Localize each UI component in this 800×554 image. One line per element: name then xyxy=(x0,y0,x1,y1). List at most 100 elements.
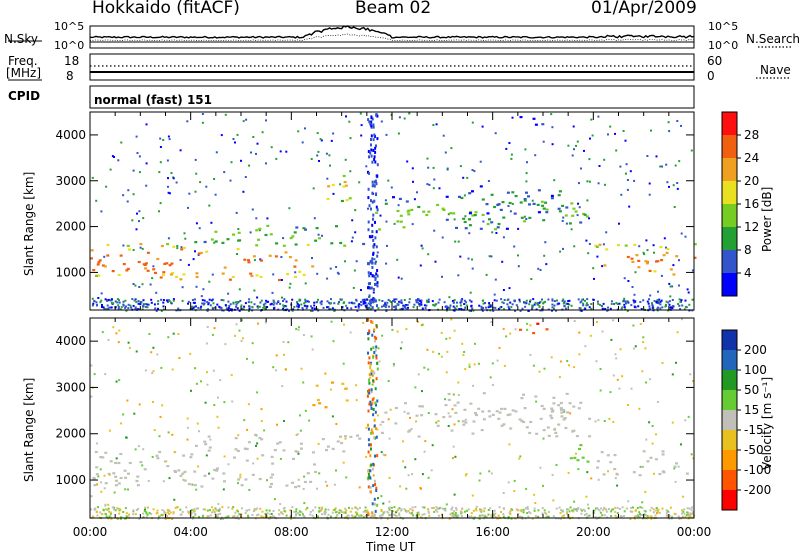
velocity-cell xyxy=(177,469,181,472)
velocity-streak-cell xyxy=(371,321,374,324)
power-noise-cell xyxy=(544,241,547,244)
velocity-streak-cell xyxy=(376,503,379,507)
velocity-nearrange-cell xyxy=(347,517,349,520)
velocity-nearrange-cell xyxy=(171,518,174,520)
velocity-noise-cell xyxy=(464,474,467,477)
power-nearrange-cell xyxy=(497,307,500,310)
power-nearrange-cell xyxy=(677,303,680,305)
power-nearrange-cell xyxy=(524,305,527,308)
velocity-cell xyxy=(114,479,118,482)
velocity-streak-cell xyxy=(373,328,376,332)
power-nearrange-cell xyxy=(615,302,618,304)
velocity-nearrange-cell xyxy=(379,514,381,517)
power-nearrange-cell xyxy=(201,302,204,305)
velocity-noise-cell xyxy=(151,372,154,375)
power-nearrange-cell xyxy=(362,302,365,305)
velocity-nearrange-cell xyxy=(142,516,145,519)
power-noise-cell xyxy=(633,293,636,296)
velocity-noise-cell xyxy=(107,503,110,506)
velocity-nearrange-cell xyxy=(684,515,687,518)
power-nearrange-cell xyxy=(459,304,462,307)
power-cell xyxy=(97,274,101,277)
velocity-noise-cell xyxy=(404,466,407,469)
velocity-nearrange-cell xyxy=(318,506,321,509)
power-nearrange-cell xyxy=(377,307,380,310)
power-nearrange-cell xyxy=(651,304,654,306)
power-streak-cell xyxy=(371,117,374,121)
power-nearrange-cell xyxy=(209,304,212,307)
velocity-noise-cell xyxy=(529,324,532,327)
power-cell xyxy=(675,255,679,258)
power-noise-cell xyxy=(539,269,542,271)
velocity-nearrange-cell xyxy=(135,509,138,512)
power-noise-cell xyxy=(649,294,652,297)
power-nearrange-cell xyxy=(418,304,421,307)
power-noise-cell xyxy=(192,258,195,261)
power-noise-cell xyxy=(411,223,414,226)
power-nearrange-cell xyxy=(524,302,527,305)
power-nearrange-cell xyxy=(330,298,332,301)
velocity-nearrange-cell xyxy=(309,510,312,513)
velocity-nearrange-cell xyxy=(614,506,617,509)
power-noise-cell xyxy=(227,292,230,295)
velocity-nearrange-cell xyxy=(461,511,464,514)
velocity-cell xyxy=(314,470,317,474)
power-nearrange-cell xyxy=(487,306,490,309)
power-nearrange-cell xyxy=(297,305,300,308)
power-cell xyxy=(396,220,400,223)
power-streak-cell xyxy=(376,254,379,258)
power-nearrange-cell xyxy=(125,305,127,308)
station-title: Hokkaido (fitACF) xyxy=(92,0,240,18)
velocity-noise-cell xyxy=(303,502,306,505)
power-noise-cell xyxy=(665,246,667,249)
power-nearrange-cell xyxy=(551,303,554,306)
power-nearrange-cell xyxy=(91,304,94,307)
power-nearrange-cell xyxy=(393,298,396,301)
power-nearrange-cell xyxy=(678,298,681,301)
power-cell xyxy=(660,259,664,262)
velocity-streak-cell xyxy=(375,336,378,340)
velocity-nearrange-cell xyxy=(432,506,435,509)
velocity-cell xyxy=(519,328,522,331)
power-nearrange-cell xyxy=(107,307,110,310)
velocity-cell xyxy=(475,413,478,417)
power-nearrange-cell xyxy=(407,306,409,309)
velocity-nearrange-cell xyxy=(90,508,93,511)
power-noise-cell xyxy=(136,212,138,215)
power-cell xyxy=(286,273,290,276)
power-noise-cell xyxy=(645,239,648,242)
velocity-cell xyxy=(560,415,564,418)
velocity-cell xyxy=(119,452,123,456)
power-nearrange-cell xyxy=(437,301,440,304)
power-nearrange-cell xyxy=(659,307,662,310)
power-noise-cell xyxy=(490,255,493,258)
velocity-noise-cell xyxy=(284,368,287,371)
velocity-noise-cell xyxy=(445,337,448,340)
velocity-nearrange-cell xyxy=(297,512,299,515)
power-noise-cell xyxy=(159,202,162,205)
power-nearrange-cell xyxy=(153,303,156,306)
power-nearrange-cell xyxy=(449,304,452,307)
power-noise-cell xyxy=(91,176,94,179)
power-nearrange-cell xyxy=(399,301,402,304)
power-noise-cell xyxy=(271,291,274,294)
velocity-nearrange-cell xyxy=(221,506,224,509)
velocity-noise-cell xyxy=(304,409,307,412)
power-noise-cell xyxy=(255,217,258,220)
velocity-nearrange-cell xyxy=(232,506,235,509)
power-streak-cell xyxy=(373,180,376,184)
power-noise-cell xyxy=(155,291,158,294)
power-streak-cell xyxy=(376,163,379,167)
power-cell xyxy=(331,183,335,187)
power-noise-cell xyxy=(176,247,179,250)
velocity-nearrange-cell xyxy=(388,514,391,517)
velocity-noise-cell xyxy=(402,440,405,443)
velocity-noise-cell xyxy=(90,364,93,367)
velocity-cell xyxy=(528,431,532,435)
velocity-nearrange-cell xyxy=(606,516,609,519)
power-cell xyxy=(505,227,509,230)
velocity-noise-cell xyxy=(692,457,695,460)
power-nearrange-cell xyxy=(364,298,367,301)
velocity-nearrange-cell xyxy=(451,515,454,518)
velocity-cell xyxy=(294,486,298,489)
